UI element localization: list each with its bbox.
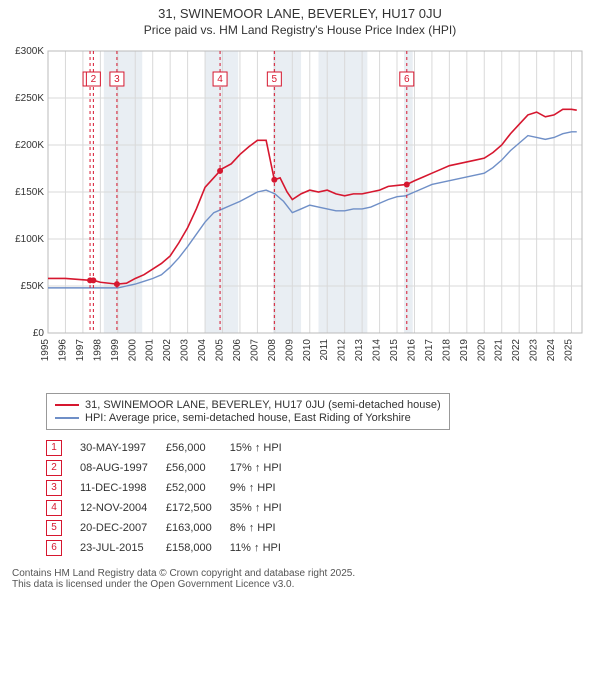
sale-date: 23-JUL-2015: [80, 538, 166, 558]
svg-text:2014: 2014: [372, 339, 383, 362]
svg-text:2013: 2013: [354, 339, 365, 362]
legend-line: [55, 417, 79, 419]
svg-text:2023: 2023: [529, 339, 540, 362]
svg-text:2021: 2021: [494, 339, 505, 362]
sale-marker-box: 6: [46, 540, 62, 556]
sale-price: £172,500: [166, 498, 230, 518]
sale-price: £52,000: [166, 478, 230, 498]
svg-text:3: 3: [114, 74, 120, 85]
sales-table: 1 30-MAY-1997£56,00015% ↑ HPI 2 08-AUG-1997…: [46, 438, 300, 558]
sale-date: 20-DEC-2007: [80, 518, 166, 538]
sale-price: £158,000: [166, 538, 230, 558]
legend-line: [55, 404, 79, 406]
svg-text:2006: 2006: [232, 339, 243, 362]
table-row: 1 30-MAY-1997£56,00015% ↑ HPI: [46, 438, 300, 458]
sale-date: 30-MAY-1997: [80, 438, 166, 458]
svg-text:1995: 1995: [40, 339, 51, 362]
svg-text:2011: 2011: [319, 339, 330, 361]
price-chart: £0 £50K £100K £150K £200K £250K £300K 1995 1996 1…: [6, 45, 594, 385]
sale-marker-box: 1: [46, 440, 62, 456]
svg-text:£100K: £100K: [15, 234, 44, 245]
sale-price: £163,000: [166, 518, 230, 538]
svg-text:2017: 2017: [424, 339, 435, 362]
sale-diff: 8% ↑ HPI: [230, 518, 300, 538]
footnote-line2: This data is licensed under the Open Gov…: [12, 579, 294, 590]
svg-text:2024: 2024: [546, 339, 557, 362]
legend-item: 31, SWINEMOOR LANE, BEVERLEY, HU17 0JU (…: [55, 399, 441, 411]
table-row: 6 23-JUL-2015£158,00011% ↑ HPI: [46, 538, 300, 558]
svg-text:2022: 2022: [511, 339, 522, 362]
svg-text:2020: 2020: [476, 339, 487, 362]
svg-text:2025: 2025: [564, 339, 575, 362]
sale-date: 11-DEC-1998: [80, 478, 166, 498]
svg-text:£50K: £50K: [21, 281, 45, 292]
sale-marker-box: 2: [46, 460, 62, 476]
svg-text:2005: 2005: [215, 339, 226, 362]
chart-svg: £0 £50K £100K £150K £200K £250K £300K 1995 1996 1…: [6, 45, 586, 385]
table-row: 2 08-AUG-1997£56,00017% ↑ HPI: [46, 458, 300, 478]
svg-text:1998: 1998: [92, 339, 103, 362]
sale-diff: 11% ↑ HPI: [230, 538, 300, 558]
svg-text:2008: 2008: [267, 339, 278, 362]
table-row: 4 12-NOV-2004£172,50035% ↑ HPI: [46, 498, 300, 518]
legend-item: HPI: Average price, semi-detached house,…: [55, 412, 441, 424]
sale-diff: 35% ↑ HPI: [230, 498, 300, 518]
sale-diff: 17% ↑ HPI: [230, 458, 300, 478]
svg-text:5: 5: [272, 74, 278, 85]
svg-text:1996: 1996: [57, 339, 68, 362]
svg-text:2000: 2000: [127, 339, 138, 362]
svg-text:2010: 2010: [302, 339, 313, 362]
svg-text:2012: 2012: [337, 339, 348, 362]
svg-text:2003: 2003: [180, 339, 191, 362]
svg-text:2001: 2001: [145, 339, 156, 362]
svg-text:1997: 1997: [75, 339, 86, 362]
sale-diff: 9% ↑ HPI: [230, 478, 300, 498]
sale-price: £56,000: [166, 438, 230, 458]
svg-text:1999: 1999: [110, 339, 121, 362]
svg-text:2004: 2004: [197, 339, 208, 362]
svg-text:2: 2: [91, 74, 97, 85]
sale-marker-box: 4: [46, 500, 62, 516]
svg-text:2002: 2002: [162, 339, 173, 362]
svg-text:2018: 2018: [441, 339, 452, 362]
svg-text:£0: £0: [33, 328, 45, 339]
svg-text:£300K: £300K: [15, 46, 44, 57]
sale-date: 12-NOV-2004: [80, 498, 166, 518]
sale-marker-box: 5: [46, 520, 62, 536]
svg-text:£200K: £200K: [15, 140, 44, 151]
sale-price: £56,000: [166, 458, 230, 478]
footnote: Contains HM Land Registry data © Crown c…: [12, 568, 594, 590]
svg-text:2015: 2015: [389, 339, 400, 362]
footnote-line1: Contains HM Land Registry data © Crown c…: [12, 568, 355, 579]
svg-text:2009: 2009: [284, 339, 295, 362]
svg-text:£150K: £150K: [15, 187, 44, 198]
chart-legend: 31, SWINEMOOR LANE, BEVERLEY, HU17 0JU (…: [46, 393, 450, 430]
svg-text:2016: 2016: [406, 339, 417, 362]
legend-label: 31, SWINEMOOR LANE, BEVERLEY, HU17 0JU (…: [85, 399, 441, 411]
svg-text:6: 6: [404, 74, 410, 85]
chart-title: 31, SWINEMOOR LANE, BEVERLEY, HU17 0JU: [6, 6, 594, 21]
table-row: 3 11-DEC-1998£52,0009% ↑ HPI: [46, 478, 300, 498]
sale-marker-box: 3: [46, 480, 62, 496]
sale-diff: 15% ↑ HPI: [230, 438, 300, 458]
svg-text:£250K: £250K: [15, 93, 44, 104]
svg-text:2007: 2007: [249, 339, 260, 362]
legend-label: HPI: Average price, semi-detached house,…: [85, 412, 411, 424]
chart-subtitle: Price paid vs. HM Land Registry's House …: [6, 23, 594, 37]
svg-text:4: 4: [217, 74, 223, 85]
svg-text:2019: 2019: [459, 339, 470, 362]
sale-date: 08-AUG-1997: [80, 458, 166, 478]
table-row: 5 20-DEC-2007£163,0008% ↑ HPI: [46, 518, 300, 538]
